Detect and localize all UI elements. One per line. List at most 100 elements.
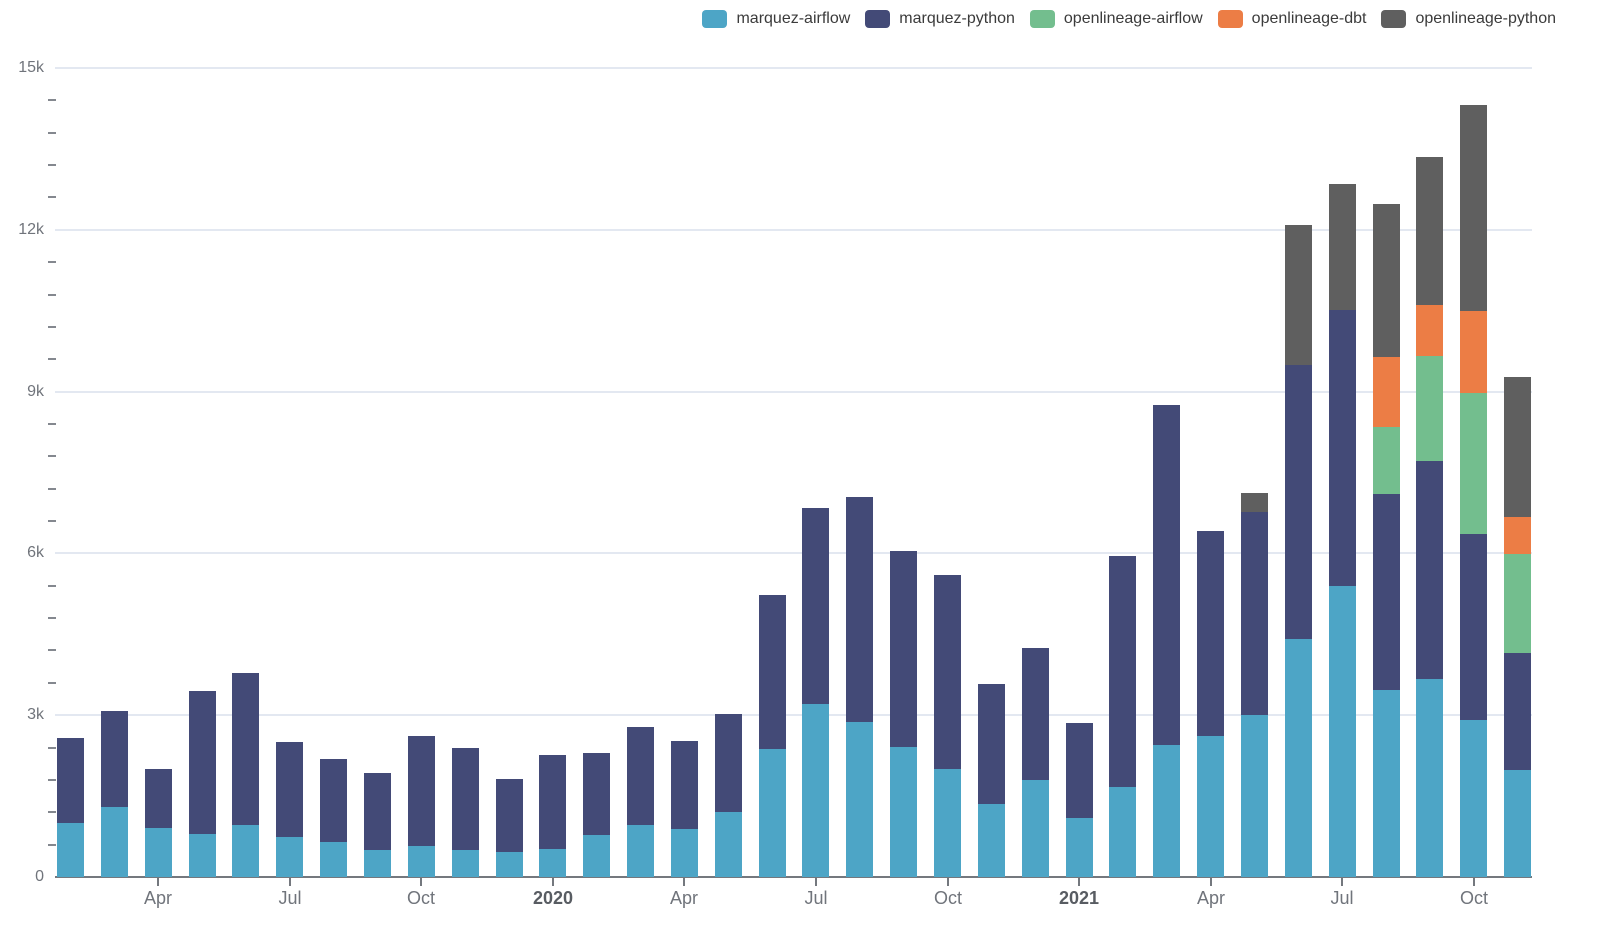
bar-2020-11-marquez-airflow[interactable]: [978, 804, 1005, 877]
y-axis-minor-tick: [48, 132, 56, 134]
bar-2021-08-openlineage-dbt[interactable]: [1373, 357, 1400, 427]
bar-2021-03-marquez-airflow[interactable]: [1153, 745, 1180, 877]
bar-2019-09-marquez-python[interactable]: [364, 773, 391, 850]
bar-2020-05-marquez-python[interactable]: [715, 714, 742, 812]
bar-2019-04-marquez-airflow[interactable]: [145, 828, 172, 877]
bar-2019-12-marquez-python[interactable]: [496, 779, 523, 852]
bar-2019-04-marquez-python[interactable]: [145, 769, 172, 828]
bar-2020-06-marquez-python[interactable]: [759, 595, 786, 749]
bar-2019-10-marquez-python[interactable]: [408, 736, 435, 846]
bar-2020-07-marquez-airflow[interactable]: [802, 704, 829, 877]
bar-2021-04-marquez-python[interactable]: [1197, 531, 1224, 736]
y-axis-label-3k: 3k: [27, 706, 44, 723]
bar-2019-07-marquez-airflow[interactable]: [276, 837, 303, 877]
bar-2021-03-marquez-python[interactable]: [1153, 405, 1180, 745]
bar-2021-09-marquez-airflow[interactable]: [1416, 679, 1443, 877]
bar-2019-05-marquez-airflow[interactable]: [189, 834, 216, 877]
bar-2021-05-marquez-airflow[interactable]: [1241, 715, 1268, 877]
bar-2021-10-openlineage-python[interactable]: [1460, 105, 1487, 311]
bar-2020-12-marquez-python[interactable]: [1022, 648, 1049, 780]
bar-2020-03-marquez-python[interactable]: [627, 727, 654, 825]
y-axis-minor-tick: [48, 164, 56, 166]
bar-2020-04-marquez-airflow[interactable]: [671, 829, 698, 877]
bar-2020-09-marquez-airflow[interactable]: [890, 747, 917, 877]
bar-2021-10-openlineage-dbt[interactable]: [1460, 311, 1487, 393]
bar-2021-10-marquez-airflow[interactable]: [1460, 720, 1487, 877]
legend-label: openlineage-airflow: [1063, 10, 1203, 27]
bar-2020-06-marquez-airflow[interactable]: [759, 749, 786, 877]
bar-2020-02-marquez-python[interactable]: [583, 753, 610, 835]
bar-2019-03-marquez-python[interactable]: [101, 711, 128, 807]
bar-2020-07-marquez-python[interactable]: [802, 508, 829, 704]
bar-2021-04-marquez-airflow[interactable]: [1197, 736, 1224, 877]
bar-2021-08-openlineage-airflow[interactable]: [1373, 427, 1400, 494]
x-axis-label-2021-07: Jul: [1330, 888, 1354, 908]
legend-item-openlineage-airflow[interactable]: openlineage-airflow: [1029, 10, 1203, 28]
legend-item-openlineage-python[interactable]: openlineage-python: [1381, 10, 1556, 28]
bar-2021-09-openlineage-dbt[interactable]: [1416, 305, 1443, 356]
legend-item-openlineage-dbt[interactable]: openlineage-dbt: [1217, 10, 1366, 28]
bar-2021-09-marquez-python[interactable]: [1416, 461, 1443, 679]
legend-label: marquez-airflow: [736, 10, 851, 27]
bar-2021-05-marquez-python[interactable]: [1241, 512, 1268, 715]
bar-2019-11-marquez-airflow[interactable]: [452, 850, 479, 877]
bar-2019-03-marquez-airflow[interactable]: [101, 807, 128, 877]
bar-2021-05-openlineage-python[interactable]: [1241, 493, 1268, 512]
bar-2019-09-marquez-airflow[interactable]: [364, 850, 391, 877]
bar-2019-12-marquez-airflow[interactable]: [496, 852, 523, 877]
bar-2019-08-marquez-airflow[interactable]: [320, 842, 347, 877]
bar-2019-05-marquez-python[interactable]: [189, 691, 216, 834]
bar-2021-08-openlineage-python[interactable]: [1373, 204, 1400, 357]
bar-2020-11-marquez-python[interactable]: [978, 684, 1005, 804]
y-axis-minor-tick: [48, 811, 56, 813]
bar-2019-02-marquez-airflow[interactable]: [57, 823, 84, 877]
bar-2021-07-marquez-airflow[interactable]: [1329, 586, 1356, 877]
bar-2020-03-marquez-airflow[interactable]: [627, 825, 654, 877]
bar-2021-07-openlineage-python[interactable]: [1329, 184, 1356, 310]
bar-2021-11-marquez-python[interactable]: [1504, 653, 1531, 770]
bar-2021-10-marquez-python[interactable]: [1460, 534, 1487, 720]
y-axis-label-12k: 12k: [18, 221, 44, 238]
bar-2021-06-marquez-python[interactable]: [1285, 365, 1312, 639]
bar-2019-10-marquez-airflow[interactable]: [408, 846, 435, 877]
bar-2019-11-marquez-python[interactable]: [452, 748, 479, 850]
bar-2021-08-marquez-airflow[interactable]: [1373, 690, 1400, 877]
bar-2020-08-marquez-python[interactable]: [846, 497, 873, 722]
bar-2019-08-marquez-python[interactable]: [320, 759, 347, 842]
bar-2020-01-marquez-python[interactable]: [539, 755, 566, 849]
legend-item-marquez-python[interactable]: marquez-python: [865, 10, 1015, 28]
bar-2021-02-marquez-python[interactable]: [1109, 556, 1136, 787]
bar-2021-06-marquez-airflow[interactable]: [1285, 639, 1312, 877]
bar-2021-11-openlineage-airflow[interactable]: [1504, 554, 1531, 653]
bar-2019-06-marquez-python[interactable]: [232, 673, 259, 825]
bar-2020-01-marquez-airflow[interactable]: [539, 849, 566, 877]
x-axis-label-2021-10: Oct: [1459, 888, 1488, 908]
bar-2021-06-openlineage-python[interactable]: [1285, 225, 1312, 365]
bar-2021-02-marquez-airflow[interactable]: [1109, 787, 1136, 877]
x-axis-tick-2020-07: [815, 878, 817, 886]
bar-2021-10-openlineage-airflow[interactable]: [1460, 393, 1487, 534]
bar-2020-08-marquez-airflow[interactable]: [846, 722, 873, 877]
bar-2020-09-marquez-python[interactable]: [890, 551, 917, 747]
bar-2020-05-marquez-airflow[interactable]: [715, 812, 742, 877]
bar-2021-09-openlineage-airflow[interactable]: [1416, 356, 1443, 461]
bar-2020-10-marquez-airflow[interactable]: [934, 769, 961, 877]
bar-2020-04-marquez-python[interactable]: [671, 741, 698, 829]
bar-2021-11-openlineage-dbt[interactable]: [1504, 517, 1531, 554]
bar-2021-01-marquez-airflow[interactable]: [1066, 818, 1093, 877]
bar-2020-10-marquez-python[interactable]: [934, 575, 961, 769]
bar-2021-09-openlineage-python[interactable]: [1416, 157, 1443, 305]
bar-2019-06-marquez-airflow[interactable]: [232, 825, 259, 877]
bar-2021-01-marquez-python[interactable]: [1066, 723, 1093, 818]
y-axis-minor-tick: [48, 844, 56, 846]
bar-2021-11-openlineage-python[interactable]: [1504, 377, 1531, 517]
bar-2021-08-marquez-python[interactable]: [1373, 494, 1400, 690]
bar-2020-12-marquez-airflow[interactable]: [1022, 780, 1049, 877]
x-axis-label-2019-04: Apr: [143, 888, 172, 908]
bar-2021-07-marquez-python[interactable]: [1329, 310, 1356, 586]
bar-2020-02-marquez-airflow[interactable]: [583, 835, 610, 877]
bar-2021-11-marquez-airflow[interactable]: [1504, 770, 1531, 877]
bar-2019-07-marquez-python[interactable]: [276, 742, 303, 837]
legend-item-marquez-airflow[interactable]: marquez-airflow: [702, 10, 850, 28]
bar-2019-02-marquez-python[interactable]: [57, 738, 84, 823]
